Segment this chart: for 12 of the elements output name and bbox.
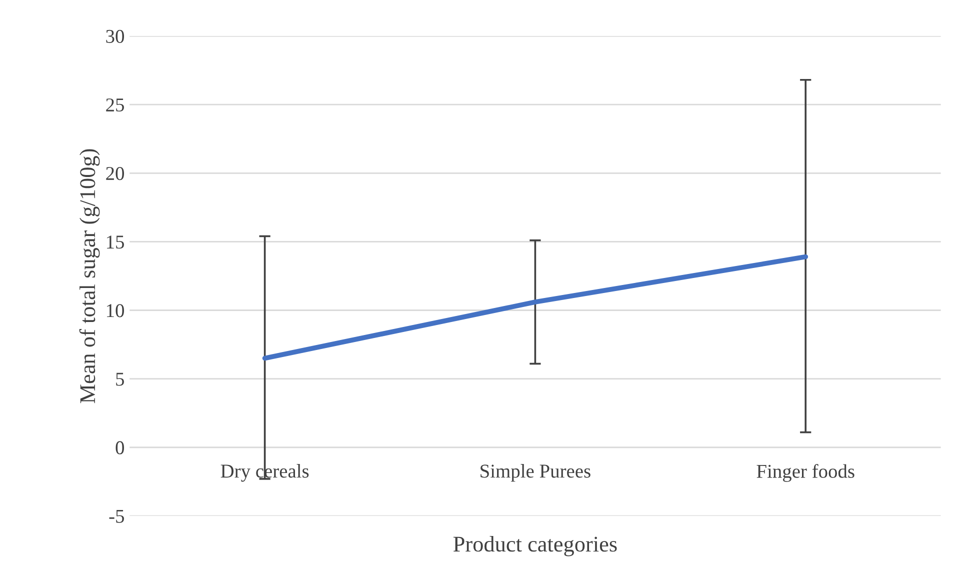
y-tick-label: 5 — [116, 372, 124, 386]
y-tick-label: 25 — [106, 98, 124, 112]
y-tick-label: 15 — [107, 236, 124, 249]
y-tick-label: 30 — [106, 30, 124, 43]
y-tick-label: 0 — [116, 441, 124, 454]
x-tick-label: Simple Purees — [480, 464, 590, 482]
x-axis-title: Product categories — [453, 536, 617, 556]
y-axis-title: Mean of total sugar (g/100g) — [79, 149, 100, 404]
y-tick-label: -5 — [109, 510, 124, 523]
y-tick-label: 20 — [106, 166, 124, 180]
y-tick-label: 10 — [107, 304, 124, 318]
x-tick-label: Finger foods — [756, 464, 854, 482]
